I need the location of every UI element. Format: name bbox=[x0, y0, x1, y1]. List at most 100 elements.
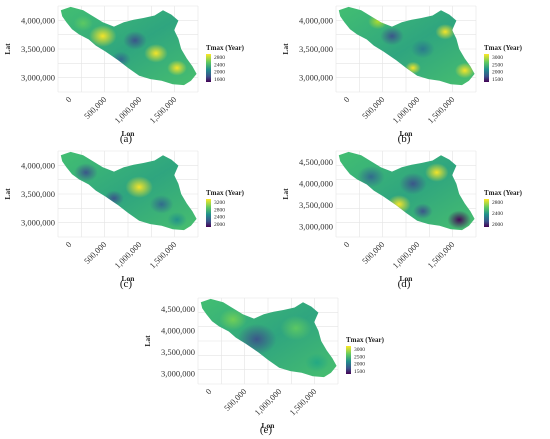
temperature-zone bbox=[104, 190, 124, 207]
legend-colorbar bbox=[206, 199, 211, 227]
y-tick-label: 3,500,000 bbox=[299, 200, 333, 210]
legend-tick-label: 1600 bbox=[214, 77, 225, 83]
caption-c: (c) bbox=[119, 278, 133, 290]
y-tick-label: 4,000,000 bbox=[161, 325, 195, 335]
temperature-zone bbox=[357, 165, 385, 188]
temperature-zone bbox=[144, 44, 168, 63]
y-axis-label: Lat bbox=[281, 188, 290, 200]
temperature-zone bbox=[387, 195, 411, 214]
legend-tick-label: 2000 bbox=[492, 70, 503, 76]
temperature-zone bbox=[447, 210, 471, 230]
y-tick-label: 4,000,000 bbox=[299, 178, 333, 188]
panel-b: 3,000,000 3,500,000 4,000,000 0 500,000 1,000… bbox=[278, 0, 548, 138]
x-axis-label: Lon bbox=[400, 129, 414, 138]
temperature-zone bbox=[123, 31, 147, 50]
x-axis-label: Lon bbox=[400, 274, 414, 283]
y-tick-label: 3,000,000 bbox=[299, 73, 333, 83]
x-tick-label: 0 bbox=[63, 94, 73, 104]
legend-tick-label: 3200 bbox=[214, 200, 225, 206]
y-tick-label: 4,000,000 bbox=[21, 160, 55, 170]
temperature-zone bbox=[89, 25, 117, 47]
x-tick-label: 500,000 bbox=[360, 239, 387, 266]
legend-tick-label: 3000 bbox=[492, 55, 503, 61]
temperature-zone bbox=[167, 212, 187, 228]
x-tick-label: 1,500,000 bbox=[425, 94, 456, 125]
x-tick-label: 1,000,000 bbox=[112, 239, 143, 270]
legend-colorbar bbox=[346, 346, 351, 374]
map-chart-b: 3,000,000 3,500,000 4,000,000 0 500,000 1,000… bbox=[281, 5, 523, 138]
y-tick-label: 3,000,000 bbox=[299, 221, 333, 231]
x-tick-label: 1,500,000 bbox=[147, 94, 178, 125]
y-tick-label: 3,500,000 bbox=[299, 44, 333, 54]
y-tick-label: 3,000,000 bbox=[161, 368, 195, 378]
y-axis-label: Lat bbox=[3, 43, 12, 55]
temperature-zone bbox=[413, 203, 433, 219]
y-tick-label: 4,500,000 bbox=[299, 157, 333, 167]
temperature-zone bbox=[219, 308, 247, 331]
x-axis-label: Lon bbox=[262, 421, 276, 430]
map-chart-e: 3,000,000 3,500,000 4,000,000 4,500,000 0 500… bbox=[143, 297, 385, 430]
panel-c: 3,000,000 3,500,000 4,000,000 0 500,000 1,000… bbox=[0, 145, 270, 283]
map-chart-d: 3,000,000 3,500,000 4,000,000 4,500,000 0 500… bbox=[281, 150, 523, 283]
temperature-zone bbox=[305, 353, 329, 372]
panel-a: 3,000,000 3,500,000 4,000,000 0 500,000 1,000… bbox=[0, 0, 270, 138]
caption-e: (e) bbox=[259, 424, 273, 436]
temperature-zone bbox=[425, 163, 449, 182]
temperature-zone bbox=[125, 176, 153, 198]
legend-tick-label: 2800 bbox=[492, 200, 503, 206]
caption-a: (a) bbox=[119, 133, 133, 145]
legend-tick-label: 2000 bbox=[354, 362, 365, 368]
x-tick-label: 1,000,000 bbox=[252, 386, 283, 417]
x-axis-label: Lon bbox=[122, 274, 136, 283]
temperature-zone bbox=[280, 315, 312, 341]
x-tick-label: 1,500,000 bbox=[147, 239, 178, 270]
map-chart-a: 3,000,000 3,500,000 4,000,000 0 500,000 1,000… bbox=[3, 5, 245, 138]
caption-d: (d) bbox=[397, 278, 411, 290]
y-tick-label: 3,500,000 bbox=[21, 189, 55, 199]
legend-colorbar bbox=[206, 54, 211, 82]
map-chart-c: 3,000,000 3,500,000 4,000,000 0 500,000 1,000… bbox=[3, 150, 245, 283]
legend-colorbar bbox=[484, 54, 489, 82]
x-tick-label: 0 bbox=[341, 94, 351, 104]
temperature-zone bbox=[399, 172, 427, 195]
legend-tick-label: 3000 bbox=[354, 347, 365, 353]
legend-title: Tmax (Year) bbox=[206, 44, 245, 52]
temperature-zone bbox=[455, 62, 475, 79]
legend-tick-label: 1500 bbox=[354, 369, 365, 375]
legend-title: Tmax (Year) bbox=[346, 336, 385, 344]
x-tick-label: 500,000 bbox=[82, 94, 109, 121]
legend-tick-label: 2000 bbox=[214, 70, 225, 76]
temperature-zone bbox=[380, 26, 404, 46]
x-tick-label: 500,000 bbox=[82, 239, 109, 266]
legend-tick-label: 2800 bbox=[214, 207, 225, 213]
temperature-zone bbox=[368, 13, 388, 30]
legend-tick-label: 2400 bbox=[214, 215, 225, 221]
legend-title: Tmax (Year) bbox=[484, 44, 523, 52]
x-tick-label: 1,000,000 bbox=[112, 94, 143, 125]
panel-e: 3,000,000 3,500,000 4,000,000 4,500,000 0 500… bbox=[140, 292, 410, 430]
y-tick-label: 3,000,000 bbox=[21, 73, 55, 83]
x-axis-label: Lon bbox=[122, 129, 136, 138]
legend-title: Tmax (Year) bbox=[206, 189, 245, 197]
temperature-zone bbox=[111, 51, 131, 68]
temperature-zone bbox=[74, 163, 98, 182]
temperature-zone bbox=[237, 323, 277, 355]
x-tick-label: 0 bbox=[341, 239, 351, 249]
legend-tick-label: 2500 bbox=[492, 62, 503, 68]
x-tick-label: 1,000,000 bbox=[390, 94, 421, 125]
x-tick-label: 0 bbox=[203, 386, 213, 396]
x-tick-label: 500,000 bbox=[222, 386, 249, 413]
legend-title: Tmax (Year) bbox=[484, 189, 523, 197]
y-axis-label: Lat bbox=[143, 335, 152, 347]
y-tick-label: 3,000,000 bbox=[21, 218, 55, 228]
y-tick-label: 4,500,000 bbox=[161, 304, 195, 314]
y-tick-label: 3,500,000 bbox=[161, 347, 195, 357]
x-tick-label: 1,500,000 bbox=[287, 386, 318, 417]
legend-tick-label: 2400 bbox=[214, 62, 225, 68]
legend-colorbar bbox=[484, 199, 489, 227]
y-axis-label: Lat bbox=[281, 43, 290, 55]
temperature-zone bbox=[149, 195, 174, 214]
y-tick-label: 4,000,000 bbox=[299, 15, 333, 25]
temperature-zone bbox=[167, 60, 187, 76]
temperature-zone bbox=[405, 61, 421, 75]
